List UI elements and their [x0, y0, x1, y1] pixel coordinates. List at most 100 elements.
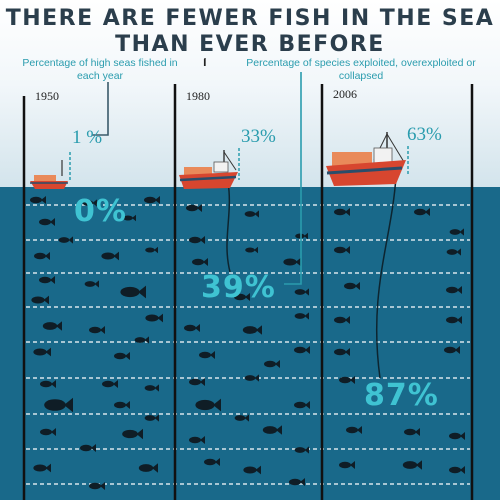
year-1980: 1980 [186, 89, 210, 103]
fish [264, 360, 280, 368]
fish [334, 348, 350, 356]
fish [242, 325, 262, 335]
fish [145, 246, 158, 254]
infographic-title: There are fewer fish in the sea than eve… [0, 6, 500, 58]
fish [31, 295, 49, 305]
fish [189, 378, 205, 386]
species-exploited-1980: 39% [201, 270, 276, 305]
fish [234, 414, 249, 422]
fish [334, 246, 350, 254]
fish [404, 428, 420, 436]
fish [346, 426, 362, 434]
fish [189, 236, 205, 244]
fish [144, 196, 160, 204]
fish [334, 316, 350, 324]
fish [102, 380, 118, 388]
fish [204, 458, 220, 466]
fish [344, 282, 360, 290]
year-1950: 1950 [35, 89, 59, 103]
fish [244, 374, 259, 382]
fish [449, 432, 465, 440]
fish [80, 444, 96, 452]
fish [34, 252, 50, 260]
fish [414, 208, 430, 216]
fish [39, 276, 55, 284]
fish [184, 324, 200, 332]
fish-school [30, 196, 465, 490]
fish [33, 463, 51, 473]
fish [189, 436, 205, 444]
fish [244, 210, 259, 218]
fish [334, 208, 350, 216]
fish [444, 346, 460, 354]
fish [134, 336, 149, 344]
high-seas-2006: 63% [407, 124, 442, 145]
fish [89, 326, 105, 334]
fish [186, 204, 202, 212]
species-exploited-2006: 87% [364, 378, 439, 413]
fish [402, 460, 422, 470]
fish [123, 214, 136, 222]
fish [245, 246, 258, 254]
fish [199, 351, 215, 359]
fish [120, 285, 146, 299]
fish [144, 384, 159, 392]
fish [89, 482, 105, 490]
fish [42, 321, 62, 331]
fish [243, 465, 261, 475]
fish [294, 446, 309, 454]
boat-1980 [179, 150, 238, 189]
fish [40, 380, 56, 388]
fish [101, 251, 119, 261]
depth-lines [26, 204, 470, 485]
fish [234, 293, 250, 301]
connector-high-seas [92, 82, 109, 136]
fish [82, 199, 97, 207]
title-line-2: than ever before [115, 32, 385, 57]
species-exploited-1950: 0% [74, 194, 127, 229]
fish [39, 218, 55, 226]
fish [446, 316, 462, 324]
fish [58, 236, 73, 244]
caption-species: Percentage of species exploited, overexp… [246, 57, 476, 82]
fish [262, 425, 282, 435]
fishing-line-2006 [375, 175, 397, 379]
fish [294, 346, 310, 354]
fish [289, 478, 305, 486]
fish [84, 280, 99, 288]
fish [33, 347, 51, 357]
fish [446, 248, 461, 256]
year-2006: 2006 [333, 87, 357, 101]
fishing-line-1980 [226, 181, 231, 273]
fish [295, 232, 308, 240]
caption-high-seas: Percentage of high seas fished in each y… [22, 57, 178, 82]
fish [283, 257, 301, 267]
fish [195, 398, 221, 412]
fish [145, 313, 163, 323]
connector-species [284, 72, 302, 285]
sky-background [0, 0, 500, 187]
fish [449, 466, 465, 474]
fish [40, 428, 56, 436]
fish [294, 288, 309, 296]
boat-1950 [30, 160, 68, 189]
boat-2006 [326, 132, 406, 186]
fish [294, 401, 310, 409]
fish [449, 228, 464, 236]
fish [144, 414, 159, 422]
fish [294, 312, 309, 320]
fish [114, 352, 130, 360]
fish [339, 461, 355, 469]
fish [114, 401, 130, 409]
fish [30, 196, 46, 204]
caption-separator: I [203, 58, 206, 69]
high-seas-1950: 1 % [72, 127, 103, 148]
fish [138, 463, 158, 473]
fish [339, 376, 355, 384]
high-seas-1980: 33% [241, 126, 276, 147]
fish [192, 258, 208, 266]
fish [122, 428, 143, 440]
fish [446, 286, 462, 294]
fish [44, 397, 73, 413]
